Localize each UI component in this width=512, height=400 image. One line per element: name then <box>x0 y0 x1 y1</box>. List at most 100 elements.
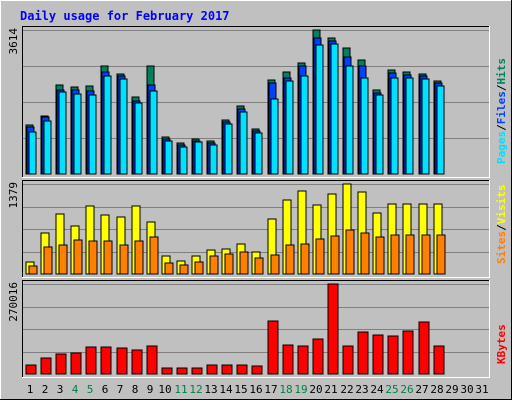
kbytes-bar <box>251 365 263 375</box>
day-label: 11 <box>174 383 187 396</box>
kbytes-bar <box>418 321 430 375</box>
pages-bar <box>164 140 173 175</box>
sites-bar <box>43 246 53 275</box>
kbytes-bar <box>342 345 354 375</box>
kbytes-bar <box>372 334 384 375</box>
day-label: 16 <box>249 383 262 396</box>
sites-bar <box>330 235 340 275</box>
sites-bar <box>149 236 159 275</box>
pages-bar <box>421 78 430 175</box>
panel-visits_sites: 1379 Sites/Visits <box>7 180 508 278</box>
sites-bar <box>88 240 98 275</box>
kbytes-bar <box>131 349 143 375</box>
pages-bar <box>436 85 445 175</box>
sites-bar <box>405 234 415 275</box>
kbytes-bar <box>357 331 369 375</box>
pages-bar <box>345 65 354 175</box>
sites-bar <box>421 234 431 275</box>
kbytes-bar <box>236 364 248 375</box>
sites-bar <box>270 254 280 275</box>
day-label: 7 <box>117 383 124 396</box>
day-label: 14 <box>219 383 233 396</box>
legend-item: / <box>495 84 508 91</box>
sites-bar <box>164 262 174 275</box>
day-label: 3 <box>57 383 64 396</box>
day-label: 24 <box>370 383 384 396</box>
sites-bar <box>315 238 325 275</box>
sites-bar <box>254 257 264 275</box>
day-label: 29 <box>445 383 458 396</box>
day-label: 9 <box>147 383 154 396</box>
sites-bar <box>28 265 38 275</box>
kbytes-bar <box>70 352 82 375</box>
pages-bar <box>43 120 52 175</box>
sites-bar <box>285 244 295 275</box>
kbytes-bar <box>40 357 52 375</box>
day-label: 13 <box>204 383 217 396</box>
panel-max-label: 270016 <box>7 282 20 322</box>
legend-item: KBytes <box>495 324 508 364</box>
day-label: 12 <box>189 383 202 396</box>
kbytes-bar <box>206 364 218 375</box>
pages-bar <box>254 132 263 175</box>
pages-bar <box>58 91 67 175</box>
legend-item: Files <box>495 91 508 124</box>
kbytes-bar <box>116 347 128 375</box>
legend-item: Pages <box>495 131 508 164</box>
sites-bar <box>58 244 68 275</box>
kbytes-bar <box>161 367 173 375</box>
kbytes-bar <box>282 344 294 375</box>
sites-bar <box>375 236 385 275</box>
pages-bar <box>209 144 218 175</box>
legend-item: Hits <box>495 58 508 85</box>
panel-legend: KBytes <box>495 324 508 364</box>
sites-bar <box>119 244 129 275</box>
legend-item: Visits <box>495 185 508 225</box>
pages-bar <box>88 94 97 175</box>
day-label: 23 <box>355 383 368 396</box>
kbytes-bar <box>55 353 67 375</box>
kbytes-bar <box>100 346 112 375</box>
pages-bar <box>239 111 248 175</box>
legend-item: Sites <box>495 231 508 264</box>
panel-legend: Pages/Files/Hits <box>495 58 508 164</box>
pages-bar <box>149 90 158 175</box>
day-label: 28 <box>430 383 443 396</box>
sites-bar <box>194 261 204 275</box>
day-label: 21 <box>324 383 337 396</box>
sites-bar <box>103 240 113 275</box>
pages-bar <box>360 77 369 175</box>
kbytes-bar <box>327 283 339 375</box>
legend-item: / <box>495 224 508 231</box>
panel-kbytes: 270016 KBytes <box>7 280 508 378</box>
kbytes-bar <box>146 345 158 375</box>
kbytes-bar <box>312 338 324 375</box>
kbytes-bar <box>191 367 203 375</box>
pages-bar <box>119 78 128 175</box>
sites-bar <box>179 264 189 275</box>
day-label: 15 <box>234 383 247 396</box>
pages-bar <box>134 102 143 175</box>
day-label: 26 <box>400 383 413 396</box>
day-label: 25 <box>385 383 398 396</box>
day-label: 10 <box>158 383 171 396</box>
day-label: 27 <box>415 383 428 396</box>
pages-bar <box>28 131 37 175</box>
kbytes-bar <box>221 364 233 375</box>
pages-bar <box>224 123 233 175</box>
sites-bar <box>436 234 446 275</box>
sites-bar <box>134 240 144 275</box>
kbytes-bar <box>85 346 97 375</box>
kbytes-bar <box>176 367 188 375</box>
day-label: 8 <box>132 383 139 396</box>
pages-bar <box>405 77 414 175</box>
panel-max-label: 1379 <box>7 182 20 209</box>
pages-bar <box>300 75 309 175</box>
panel-legend: Sites/Visits <box>495 185 508 265</box>
day-label: 19 <box>294 383 307 396</box>
sites-bar <box>239 251 249 275</box>
kbytes-bar <box>402 330 414 375</box>
day-label: 31 <box>475 383 488 396</box>
